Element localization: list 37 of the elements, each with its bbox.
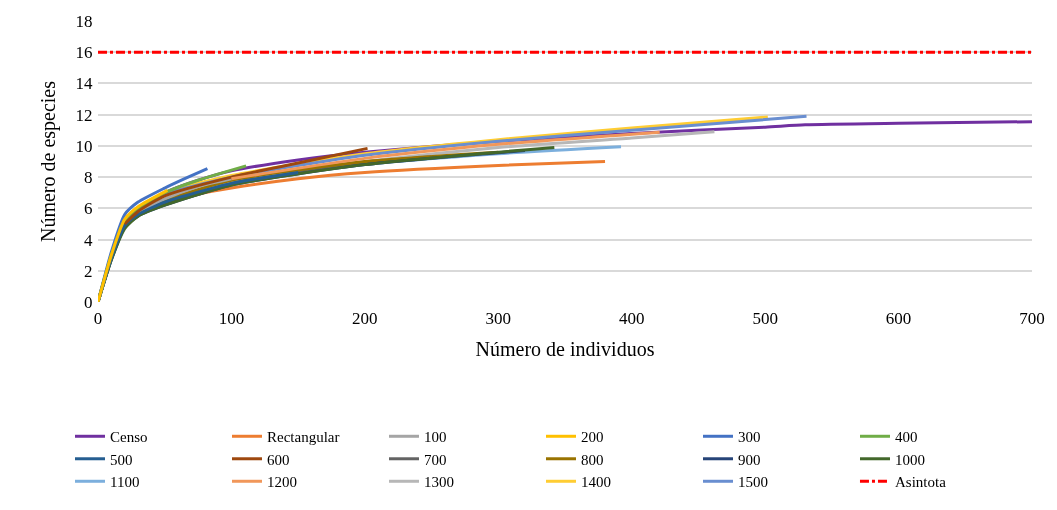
x-tick-label: 400 xyxy=(618,309,645,329)
legend-label: 700 xyxy=(423,451,447,468)
x-tick-label: 600 xyxy=(885,309,912,329)
legend-label: 800 xyxy=(580,451,604,468)
legend-label: Censo xyxy=(109,429,148,446)
x-tick-label: 300 xyxy=(485,309,512,329)
y-tick-label: 10 xyxy=(75,136,93,156)
y-tick-label: 2 xyxy=(84,261,93,281)
legend-label: 1300 xyxy=(423,474,454,491)
legend-label: 500 xyxy=(109,451,133,468)
y-tick-label: 8 xyxy=(84,168,93,188)
y-tick-label: 4 xyxy=(84,230,94,250)
legend-label: Rectangular xyxy=(266,429,340,446)
x-tick-label: 500 xyxy=(752,309,778,329)
legend-label: 1000 xyxy=(894,451,925,468)
legend-label: 1100 xyxy=(109,474,140,491)
legend-label: 1500 xyxy=(737,474,768,491)
y-tick-label: 18 xyxy=(75,11,93,31)
legend-label: 400 xyxy=(894,429,918,446)
x-tick-label: 100 xyxy=(218,309,245,329)
legend-label: 100 xyxy=(423,429,447,446)
legend-label: Asintota xyxy=(894,474,947,491)
legend-label: 600 xyxy=(266,451,290,468)
legend-label: 300 xyxy=(737,429,761,446)
y-tick-label: 14 xyxy=(75,74,94,94)
y-axis-title: Número de especies xyxy=(36,80,60,243)
y-tick-label: 0 xyxy=(84,292,93,312)
x-tick-label: 200 xyxy=(352,309,378,329)
y-tick-label: 12 xyxy=(75,105,93,125)
legend-label: 1400 xyxy=(580,474,611,491)
x-tick-label: 700 xyxy=(1019,309,1045,329)
y-tick-label: 6 xyxy=(84,199,93,219)
x-axis-title: Número de individuos xyxy=(475,338,655,361)
y-tick-label: 16 xyxy=(75,43,93,63)
legend-label: 1200 xyxy=(266,474,297,491)
legend-label: 200 xyxy=(580,429,604,446)
legend-label: 900 xyxy=(737,451,761,468)
